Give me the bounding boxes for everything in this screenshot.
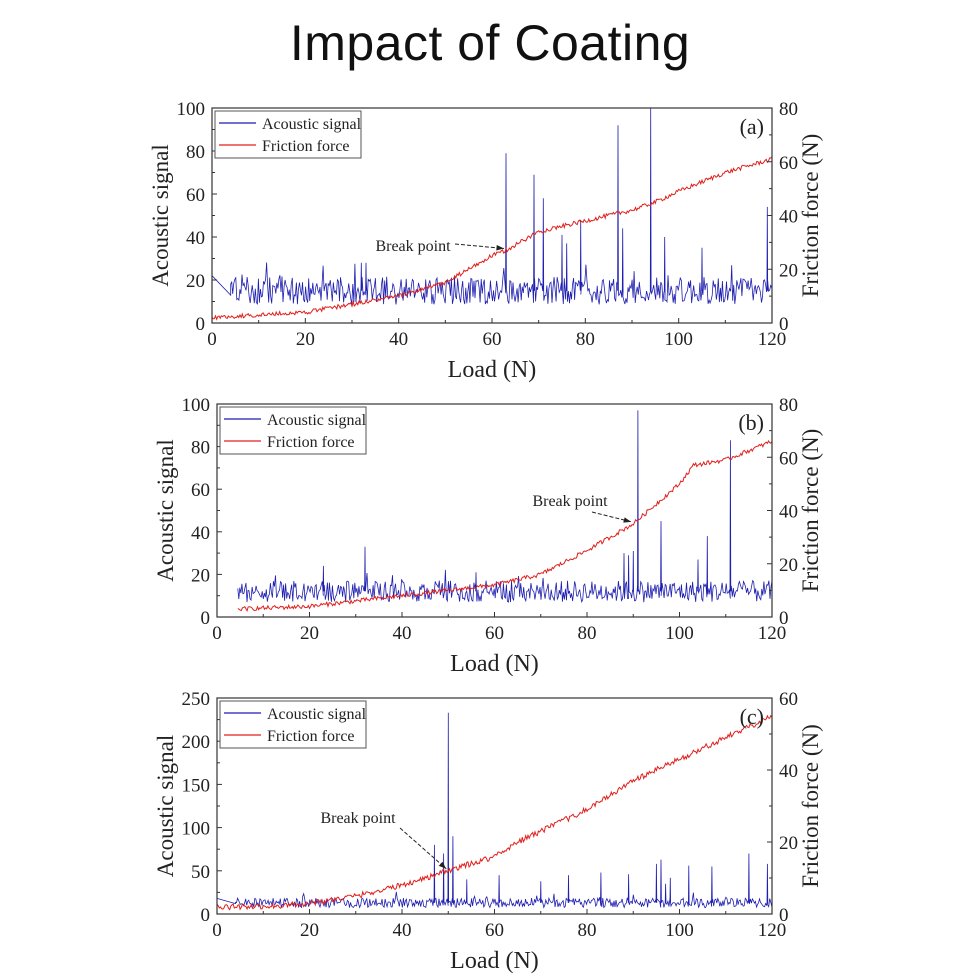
legend-box	[214, 110, 362, 159]
y2-tick-label: 0	[779, 608, 789, 629]
y-tick-label: 100	[182, 819, 211, 840]
y-tick-label: 0	[201, 905, 211, 926]
y-tick-label: 100	[177, 99, 206, 120]
y2-tick-label: 40	[779, 207, 798, 228]
break-point-arrow	[399, 827, 447, 870]
y2-tick-label: 40	[779, 761, 798, 782]
y2-tick-label: 20	[779, 833, 798, 854]
y-axis-label: Acoustic signal	[148, 144, 173, 286]
y-tick-label: 250	[182, 689, 211, 710]
legend: Acoustic signal Friction force	[214, 110, 362, 159]
x-tick-label: 80	[578, 623, 597, 644]
legend-friction-label: Friction force	[267, 434, 355, 451]
x-tick-label: 100	[664, 329, 693, 350]
y2-tick-label: 80	[779, 395, 798, 416]
y-tick-label: 150	[182, 775, 211, 796]
legend-acoustic-label: Acoustic signal	[262, 116, 362, 133]
break-point-label: Break point	[375, 238, 451, 255]
y2-tick-label: 80	[779, 99, 798, 120]
y2-axis-label: Friction force (N)	[798, 724, 823, 888]
y-tick-label: 80	[186, 142, 205, 163]
x-tick-label: 60	[485, 920, 504, 941]
y-tick-label: 60	[186, 185, 205, 206]
y-tick-label: 0	[196, 314, 206, 335]
y2-tick-label: 40	[779, 502, 798, 523]
friction-force-line	[211, 156, 773, 321]
y-tick-label: 20	[191, 565, 210, 586]
x-axis-label: Load (N)	[450, 948, 539, 974]
break-point-label: Break point	[320, 810, 396, 827]
y2-tick-label: 20	[779, 260, 798, 281]
x-tick-label: 120	[758, 920, 787, 941]
legend-friction-label: Friction force	[262, 138, 350, 155]
y-tick-label: 40	[186, 228, 205, 249]
legend: Acoustic signal Friction force	[219, 700, 367, 749]
x-tick-label: 60	[483, 329, 502, 350]
panel-label: (b)	[738, 410, 764, 435]
friction-force-line	[237, 440, 773, 612]
y2-axis-label: Friction force (N)	[798, 429, 823, 593]
break-point-arrow	[454, 243, 505, 249]
legend-friction-label: Friction force	[267, 728, 355, 745]
y2-tick-label: 60	[779, 448, 798, 469]
friction-force-line	[216, 714, 773, 911]
break-point-label: Break point	[532, 493, 608, 510]
y-tick-label: 0	[201, 608, 211, 629]
y2-tick-label: 60	[779, 153, 798, 174]
y-tick-label: 80	[191, 438, 210, 459]
legend: Acoustic signal Friction force	[219, 406, 367, 455]
x-axis-label: Load (N)	[448, 357, 537, 383]
y-axis-label: Acoustic signal	[153, 735, 178, 877]
x-tick-label: 100	[665, 920, 694, 941]
x-tick-label: 80	[578, 920, 597, 941]
y-tick-label: 20	[186, 271, 205, 292]
y2-axis-label: Friction force (N)	[798, 134, 823, 298]
y2-tick-label: 0	[779, 905, 789, 926]
legend-acoustic-label: Acoustic signal	[267, 412, 367, 429]
y-tick-label: 50	[191, 862, 210, 883]
x-tick-label: 0	[207, 329, 217, 350]
arrowhead-icon	[438, 861, 447, 869]
y2-tick-label: 20	[779, 555, 798, 576]
y2-tick-label: 60	[779, 689, 798, 710]
y-tick-label: 60	[191, 480, 210, 501]
x-tick-label: 60	[485, 623, 504, 644]
x-tick-label: 120	[758, 623, 787, 644]
legend-box	[219, 406, 367, 455]
x-tick-label: 80	[576, 329, 595, 350]
x-tick-label: 20	[300, 920, 319, 941]
panel-c: 0 20 40 60 80 100 1200501001502002500204060Loa…	[153, 689, 823, 974]
legend-acoustic-label: Acoustic signal	[267, 706, 367, 723]
arrowhead-icon	[623, 517, 632, 523]
x-tick-label: 0	[212, 920, 222, 941]
acoustic-signal-line	[237, 410, 773, 604]
x-tick-label: 40	[393, 920, 412, 941]
x-tick-label: 40	[389, 329, 408, 350]
y-axis-label: Acoustic signal	[153, 439, 178, 581]
x-axis-label: Load (N)	[450, 651, 539, 677]
y-tick-label: 200	[182, 732, 211, 753]
x-tick-label: 20	[300, 623, 319, 644]
y-tick-label: 40	[191, 523, 210, 544]
acoustic-signal-line	[211, 107, 773, 305]
y-tick-label: 100	[182, 395, 211, 416]
y2-tick-label: 0	[779, 314, 789, 335]
x-tick-label: 0	[212, 623, 222, 644]
panel-label: (a)	[740, 114, 764, 139]
x-tick-label: 100	[665, 623, 694, 644]
x-tick-label: 120	[758, 329, 787, 350]
arrowhead-icon	[496, 245, 504, 251]
panel-label: (c)	[740, 704, 764, 729]
panel-a: 0 20 40 60 80 100 120020406080100020406080Load…	[148, 99, 823, 383]
x-tick-label: 40	[393, 623, 412, 644]
legend-box	[219, 700, 367, 749]
panel-b: 0 20 40 60 80 100 120020406080100020406080Load…	[153, 395, 823, 677]
x-tick-label: 20	[296, 329, 315, 350]
acoustic-signal-line	[216, 712, 773, 909]
page-title: Impact of Coating	[289, 15, 691, 71]
